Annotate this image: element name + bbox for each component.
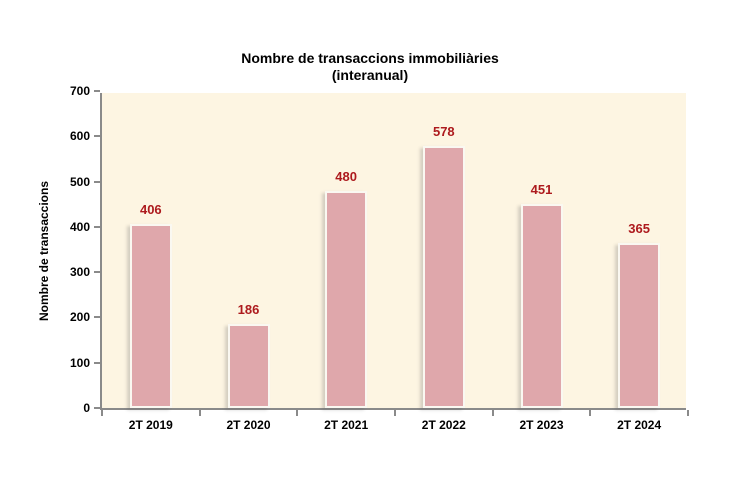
x-axis-tick-mark: [491, 410, 494, 416]
bar-value-label: 480: [335, 168, 357, 184]
y-axis-tick-mark: [94, 361, 100, 364]
y-axis-tick-label: 700: [69, 84, 90, 98]
chart-subtitle: (interanual): [331, 67, 409, 83]
plot-area: 0 100 200 300 400 500 600 700 406 2T 2019 186 2T 20…: [70, 84, 689, 432]
bar-value-label: 451: [530, 181, 553, 197]
bar-2t-2023: [520, 203, 563, 408]
bar-value-label: 365: [628, 220, 650, 236]
x-axis-category-label: 2T 2024: [617, 418, 662, 432]
bar-2t-2024: [618, 242, 661, 408]
bar-2t-2019: [129, 224, 172, 408]
y-axis-tick-mark: [94, 316, 100, 319]
y-axis-tick-label: 200: [69, 310, 90, 325]
y-axis-tick-label: 100: [69, 355, 90, 370]
bar-2t-2021: [325, 190, 368, 408]
x-axis-tick-mark: [296, 410, 299, 416]
y-axis-tick-mark: [94, 180, 100, 183]
y-axis-tick-mark: [94, 135, 100, 138]
x-axis-tick-mark: [394, 410, 396, 416]
y-axis-tick-label: 600: [69, 129, 90, 144]
y-axis-tick-label: 300: [69, 265, 90, 280]
y-axis-title: Nombre de transaccions: [37, 180, 51, 322]
x-axis-category-label: 2T 2021: [324, 418, 369, 432]
y-axis-tick-mark: [94, 90, 100, 92]
y-axis-tick-mark: [94, 225, 100, 228]
x-axis-category-label: 2T 2020: [226, 418, 271, 432]
x-axis-tick-mark: [687, 410, 689, 416]
bar-2t-2020: [227, 323, 270, 408]
bar-value-label: 406: [139, 202, 162, 218]
y-axis-tick-mark: [94, 407, 100, 409]
chart-title: Nombre de transaccions immobiliàries: [241, 50, 499, 66]
x-axis-tick-mark: [101, 410, 103, 416]
chart-title-block: Nombre de transaccions immobiliàries (in…: [0, 50, 740, 84]
bar-2t-2022: [422, 146, 465, 408]
x-axis-tick-mark: [198, 410, 201, 416]
x-axis-category-label: 2T 2023: [519, 418, 564, 432]
x-axis-category-label: 2T 2019: [128, 418, 173, 432]
y-axis-tick-mark: [94, 271, 100, 274]
bar-value-label: 578: [432, 124, 455, 140]
y-axis-tick-label: 500: [69, 174, 90, 189]
x-axis-tick-mark: [589, 410, 592, 416]
bar-value-label: 186: [237, 301, 260, 317]
y-axis-tick-label: 0: [83, 401, 90, 415]
y-axis-tick-label: 400: [69, 219, 90, 234]
x-axis-category-label: 2T 2022: [421, 418, 466, 432]
